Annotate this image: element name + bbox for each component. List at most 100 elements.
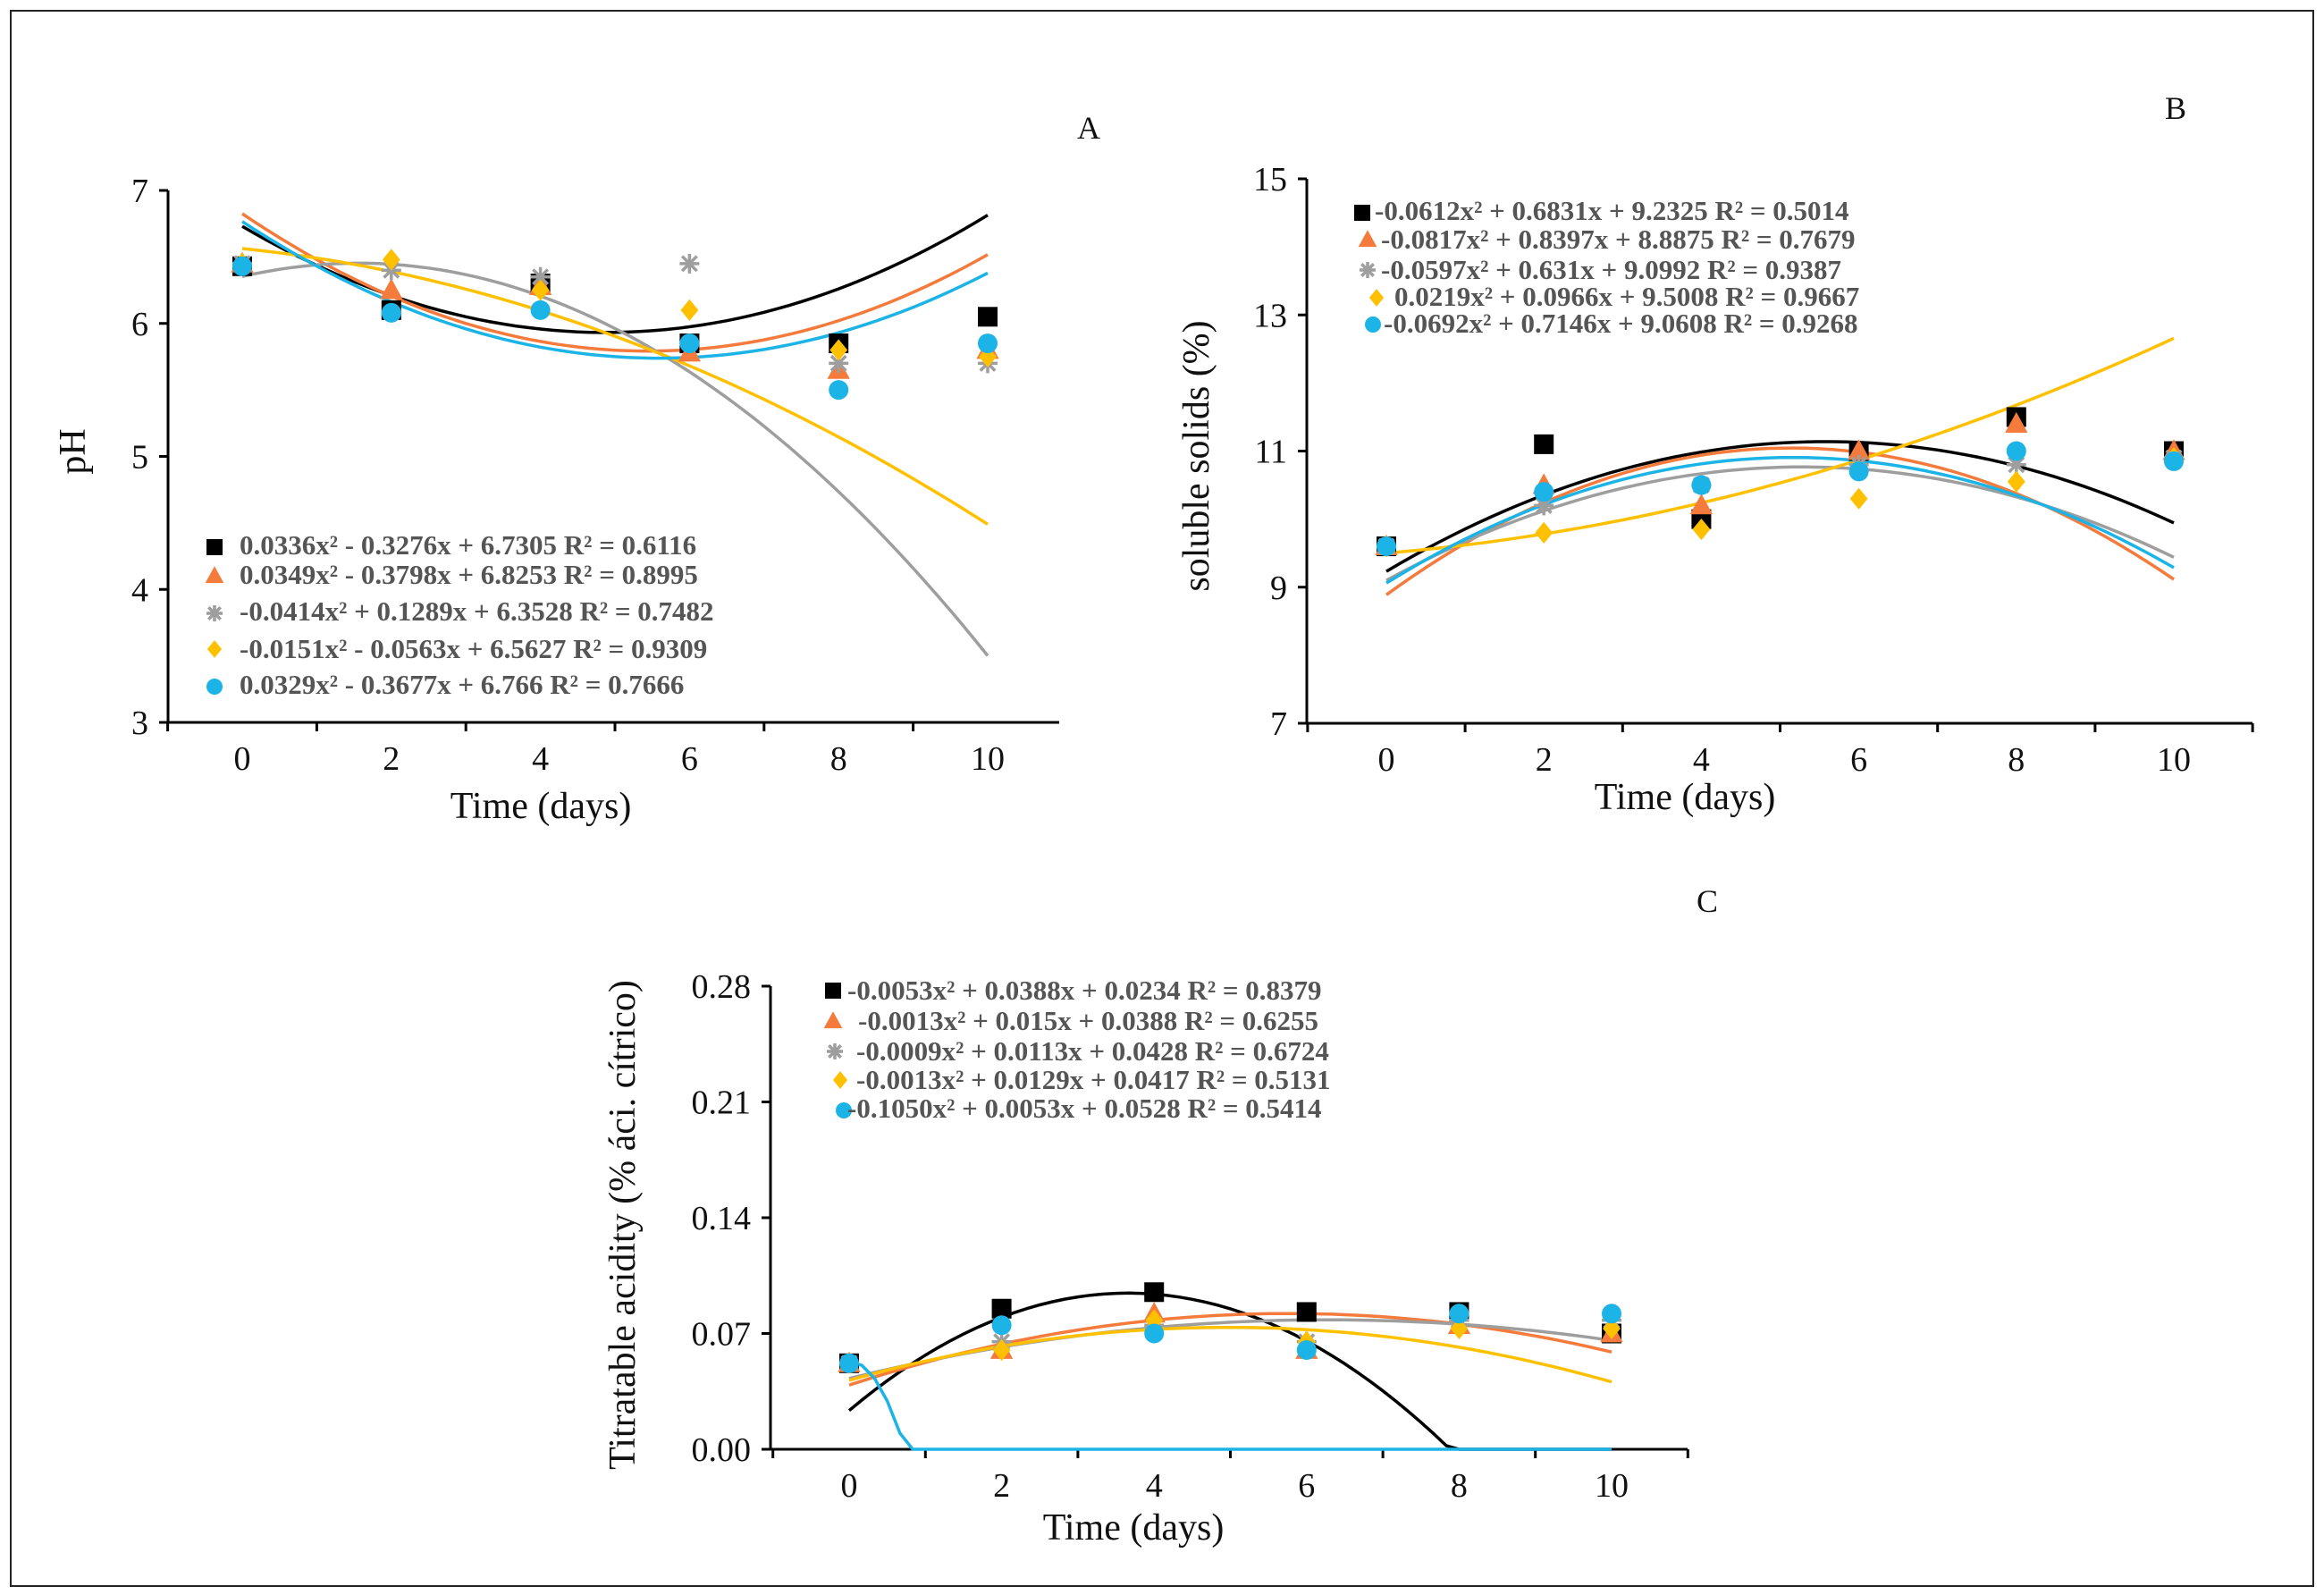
panel-b-x-tick-label: 6	[1850, 741, 1867, 779]
panel-b-y-tick-label: 11	[1254, 434, 1287, 471]
panel-b-axes: 7 9 11 13 15 0 2 4 6 8 10	[1253, 161, 2254, 779]
panel-a-y-tick-label: 7	[131, 173, 148, 210]
panel-a-ylabel: pH	[53, 428, 94, 474]
panel-c-data-points	[838, 1282, 1623, 1374]
panel-c-point	[839, 1353, 859, 1373]
panel-c-x-tick-label: 8	[1451, 1467, 1468, 1505]
panel-b-legend-marker-5	[1365, 316, 1381, 333]
panel-c-equation-1: -0.0053x² + 0.0388x + 0.0234 R² = 0.8379	[847, 975, 1322, 1006]
panel-a-legend-marker-2	[205, 566, 224, 584]
panel-a-legend-asterisk-icon	[206, 605, 223, 621]
panel-b-point	[2164, 451, 2184, 471]
panel-b-point	[2006, 454, 2026, 475]
panel-b: B soluble solids (%) Time (days) 7 9 11 13 1…	[1176, 90, 2254, 818]
panel-a-trendline-1	[241, 214, 989, 334]
panel-a-data-points	[231, 249, 999, 401]
panel-b-point	[1534, 482, 1554, 502]
panel-a-point	[530, 300, 551, 320]
panel-a-point	[829, 380, 849, 401]
panel-c-legend-marker-5	[836, 1102, 852, 1118]
panel-a-legend-diamond-icon	[206, 640, 223, 658]
panel-b-trendline-4	[1385, 336, 2175, 555]
panel-b-x-tick-label: 10	[2157, 741, 2191, 779]
panel-a-equation-5: 0.0329x² - 0.3677x + 6.766 R² = 0.7666	[240, 669, 684, 700]
panel-c-legend: -0.0053x² + 0.0388x + 0.0234 R² = 0.8379…	[823, 975, 1331, 1124]
panel-a-trendline-4	[241, 247, 989, 526]
panel-a-axes: 3 4 5 6 7 0 2 4 6 8 10	[131, 173, 1059, 778]
panel-c-point	[1450, 1317, 1469, 1340]
panel-b-equation-2: -0.0817x² + 0.8397x + 8.8875 R² = 0.7679	[1381, 224, 1856, 255]
panel-b-legend-marker-4	[1368, 289, 1385, 307]
panel-b-point	[1534, 434, 1554, 454]
panel-a-point	[380, 278, 403, 300]
panel-b-point	[1847, 439, 1871, 460]
panel-a-point	[978, 333, 998, 354]
panel-c-legend-diamond-icon	[832, 1071, 848, 1089]
panel-b-equation-3: -0.0597x² + 0.631x + 9.0992 R² = 0.9387	[1381, 254, 1841, 285]
panel-c-legend-marker-1	[825, 983, 841, 999]
panel-b-point	[1534, 495, 1554, 516]
panel-a-xlabel: Time (days)	[450, 786, 632, 827]
panel-c-point	[991, 1315, 1012, 1336]
panel-c-trendline-4	[848, 1325, 1612, 1384]
panel-b-point	[1535, 521, 1554, 544]
panel-a-equation-2: 0.0349x² - 0.3798x + 6.8253 R² = 0.8995	[240, 559, 698, 590]
panel-b-point	[1849, 487, 1868, 510]
panel-a-y-tick-label: 4	[131, 571, 148, 609]
panel-c-trendline-5	[848, 1360, 1612, 1451]
panel-b-equation-4: 0.0219x² + 0.0966x + 9.5008 R² = 0.9667	[1394, 281, 1859, 312]
panel-c-point	[1144, 1323, 1165, 1344]
panel-b-legend-asterisk-icon	[1360, 262, 1376, 278]
panel-c-equation-2: -0.0013x² + 0.015x + 0.0388 R² = 0.6255	[858, 1005, 1318, 1036]
panel-c-y-tick-label: 0.14	[692, 1200, 752, 1237]
panel-c-legend-marker-3	[827, 1043, 843, 1059]
panel-b-point	[1848, 461, 1869, 482]
panel-a: A pH Time (days) 3 4 5 6 7 0 2 4 6 8 10 0.0336x² -…	[53, 110, 1100, 827]
panel-b-point	[2005, 411, 2028, 433]
panel-a-point	[232, 256, 252, 276]
panel-a-equation-3: -0.0414x² + 0.1289x + 6.3528 R² = 0.7482	[240, 595, 714, 627]
panel-a-x-tick-label: 2	[383, 740, 400, 778]
panel-b-point	[1692, 518, 1711, 541]
panel-c-legend-asterisk-icon	[827, 1043, 843, 1059]
panel-b-x-tick-label: 4	[1693, 741, 1710, 779]
panel-a-legend-circle-icon	[206, 679, 223, 695]
panel-c-equation-4: -0.0013x² + 0.0129x + 0.0417 R² = 0.5131	[856, 1064, 1331, 1095]
panel-b-legend-marker-3	[1360, 262, 1376, 278]
panel-a-legend-marker-3	[206, 605, 223, 621]
panel-b-equation-1: -0.0612x² + 0.6831x + 9.2325 R² = 0.5014	[1375, 195, 1849, 226]
panel-a-equation-1: 0.0336x² - 0.3276x + 6.7305 R² = 0.6116	[240, 529, 696, 561]
panel-c-letter: C	[1697, 883, 1718, 919]
panel-a-legend-marker-1	[206, 539, 223, 555]
panel-a-x-tick-label: 10	[971, 740, 1005, 778]
panel-c-y-tick-label: 0.21	[692, 1084, 752, 1122]
panel-c-trendline-1	[847, 1291, 1612, 1451]
panel-c-legend-triangle-icon	[823, 1011, 843, 1029]
panel-b-y-tick-label: 9	[1270, 570, 1287, 607]
panel-b-legend-diamond-icon	[1368, 289, 1385, 307]
panel-a-trendline-5	[241, 220, 989, 360]
panel-b-y-tick-label: 7	[1270, 705, 1287, 743]
panel-b-x-tick-label: 0	[1378, 741, 1395, 779]
panel-c-y-tick-label: 0.07	[692, 1316, 752, 1354]
panel-a-point	[829, 353, 849, 374]
panel-c-x-tick-label: 2	[993, 1467, 1010, 1505]
panel-b-x-tick-label: 8	[2008, 741, 2025, 779]
panel-a-point	[530, 266, 551, 287]
panel-a-y-tick-label: 3	[131, 705, 148, 742]
panel-b-xlabel: Time (days)	[1595, 777, 1776, 818]
panel-a-point	[978, 307, 998, 327]
panel-a-point	[829, 339, 848, 361]
panel-b-legend-circle-icon	[1365, 316, 1381, 333]
panel-b-legend: -0.0612x² + 0.6831x + 9.2325 R² = 0.5014…	[1354, 195, 1859, 339]
panel-a-legend-square-icon	[206, 539, 223, 555]
panel-c-point	[1296, 1302, 1317, 1322]
panel-a-trendlines	[241, 212, 989, 657]
panel-b-letter: B	[2165, 90, 2186, 126]
panel-a-x-tick-label: 8	[830, 740, 847, 778]
panel-c-legend-circle-icon	[836, 1102, 852, 1118]
panel-b-ylabel: soluble solids (%)	[1176, 320, 1217, 591]
panel-c-trendlines	[847, 1291, 1612, 1451]
panel-c: C Titratable acidity (% áci. cítrico) Ti…	[602, 883, 1718, 1549]
